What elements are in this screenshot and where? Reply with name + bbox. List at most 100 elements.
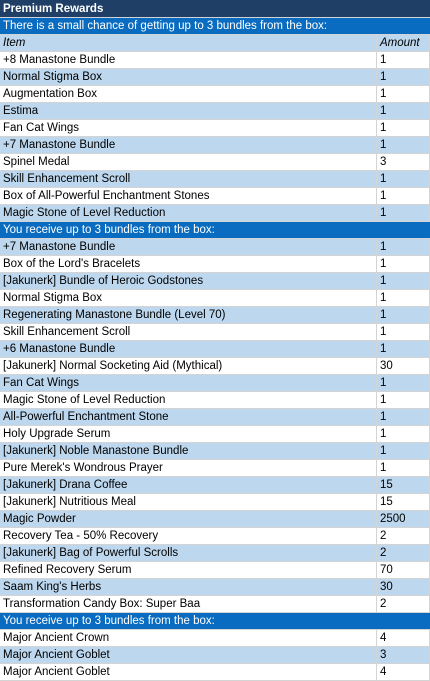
item-amount: 1 (377, 256, 430, 272)
reward-row: Estima 1 (0, 103, 430, 120)
item-name: Major Ancient Goblet (0, 664, 377, 680)
reward-row: Spinel Medal 3 (0, 154, 430, 171)
item-name: Saam King's Herbs (0, 579, 377, 595)
item-amount: 1 (377, 205, 430, 221)
reward-row: Pure Merek's Wondrous Prayer 1 (0, 460, 430, 477)
item-name: Transformation Candy Box: Super Baa (0, 596, 377, 612)
item-name: Skill Enhancement Scroll (0, 324, 377, 340)
reward-row: Magic Powder 2500 (0, 511, 430, 528)
reward-row: Holy Upgrade Serum 1 (0, 426, 430, 443)
section-heading: There is a small chance of getting up to… (0, 18, 430, 35)
reward-row: Box of All-Powerful Enchantment Stones 1 (0, 188, 430, 205)
item-name: Fan Cat Wings (0, 120, 377, 136)
reward-row: +7 Manastone Bundle 1 (0, 137, 430, 154)
reward-row: Saam King's Herbs 30 (0, 579, 430, 596)
reward-row: +7 Manastone Bundle 1 (0, 239, 430, 256)
reward-row: Major Ancient Goblet 4 (0, 664, 430, 681)
item-name: Pure Merek's Wondrous Prayer (0, 460, 377, 476)
item-name: +8 Manastone Bundle (0, 52, 377, 68)
section-heading: You receive up to 3 bundles from the box… (0, 222, 430, 239)
reward-row: Refined Recovery Serum 70 (0, 562, 430, 579)
item-name: [Jakunerk] Drana Coffee (0, 477, 377, 493)
reward-row: Normal Stigma Box 1 (0, 69, 430, 86)
item-name: Recovery Tea - 50% Recovery (0, 528, 377, 544)
item-name: +6 Manastone Bundle (0, 341, 377, 357)
item-name: Holy Upgrade Serum (0, 426, 377, 442)
item-amount: 30 (377, 579, 430, 595)
reward-row: +6 Manastone Bundle 1 (0, 341, 430, 358)
item-amount: 1 (377, 290, 430, 306)
item-name: Box of the Lord's Bracelets (0, 256, 377, 272)
reward-row: Fan Cat Wings 1 (0, 375, 430, 392)
reward-row: Magic Stone of Level Reduction 1 (0, 205, 430, 222)
item-amount: 1 (377, 239, 430, 255)
item-name: Regenerating Manastone Bundle (Level 70) (0, 307, 377, 323)
item-amount: 1 (377, 324, 430, 340)
item-amount: 3 (377, 647, 430, 663)
reward-row: Magic Stone of Level Reduction 1 (0, 392, 430, 409)
reward-row: Skill Enhancement Scroll 1 (0, 171, 430, 188)
item-name: [Jakunerk] Nutritious Meal (0, 494, 377, 510)
item-amount: 3 (377, 154, 430, 170)
table-title: Premium Rewards (0, 0, 430, 18)
reward-row: Regenerating Manastone Bundle (Level 70)… (0, 307, 430, 324)
item-amount: 1 (377, 171, 430, 187)
item-amount: 1 (377, 69, 430, 85)
item-name: +7 Manastone Bundle (0, 239, 377, 255)
item-amount: 1 (377, 443, 430, 459)
item-amount: 1 (377, 103, 430, 119)
item-name: [Jakunerk] Bag of Powerful Scrolls (0, 545, 377, 561)
reward-row: Box of the Lord's Bracelets 1 (0, 256, 430, 273)
item-amount: 15 (377, 494, 430, 510)
item-amount: 1 (377, 137, 430, 153)
item-amount: 1 (377, 273, 430, 289)
item-amount: 1 (377, 120, 430, 136)
item-name: Major Ancient Crown (0, 630, 377, 646)
item-name: Magic Stone of Level Reduction (0, 205, 377, 221)
reward-row: Major Ancient Crown 4 (0, 630, 430, 647)
item-name: Skill Enhancement Scroll (0, 171, 377, 187)
item-name: Magic Stone of Level Reduction (0, 392, 377, 408)
item-amount: 1 (377, 188, 430, 204)
reward-row: Fan Cat Wings 1 (0, 120, 430, 137)
item-amount: 1 (377, 375, 430, 391)
item-name: [Jakunerk] Bundle of Heroic Godstones (0, 273, 377, 289)
item-amount: 2500 (377, 511, 430, 527)
reward-row: Skill Enhancement Scroll 1 (0, 324, 430, 341)
item-name: Normal Stigma Box (0, 69, 377, 85)
reward-row: Augmentation Box 1 (0, 86, 430, 103)
reward-row: [Jakunerk] Nutritious Meal 15 (0, 494, 430, 511)
item-amount: 30 (377, 358, 430, 374)
reward-row: +8 Manastone Bundle 1 (0, 52, 430, 69)
item-amount: 2 (377, 545, 430, 561)
reward-row: [Jakunerk] Bundle of Heroic Godstones 1 (0, 273, 430, 290)
item-amount: 4 (377, 664, 430, 680)
reward-row: Major Ancient Goblet 3 (0, 647, 430, 664)
column-header: Amount (377, 35, 430, 51)
item-name: Augmentation Box (0, 86, 377, 102)
item-name: Box of All-Powerful Enchantment Stones (0, 188, 377, 204)
item-amount: 1 (377, 409, 430, 425)
column-header-row: Item Amount (0, 35, 430, 52)
item-name: Fan Cat Wings (0, 375, 377, 391)
item-name: Spinel Medal (0, 154, 377, 170)
item-name: [Jakunerk] Noble Manastone Bundle (0, 443, 377, 459)
reward-row: All-Powerful Enchantment Stone 1 (0, 409, 430, 426)
reward-row: [Jakunerk] Normal Socketing Aid (Mythica… (0, 358, 430, 375)
item-name: Major Ancient Goblet (0, 647, 377, 663)
reward-row: [Jakunerk] Noble Manastone Bundle 1 (0, 443, 430, 460)
item-amount: 1 (377, 86, 430, 102)
reward-row: [Jakunerk] Bag of Powerful Scrolls 2 (0, 545, 430, 562)
item-name: +7 Manastone Bundle (0, 137, 377, 153)
reward-row: Normal Stigma Box 1 (0, 290, 430, 307)
item-amount: 1 (377, 341, 430, 357)
item-amount: 1 (377, 392, 430, 408)
item-amount: 4 (377, 630, 430, 646)
item-name: All-Powerful Enchantment Stone (0, 409, 377, 425)
reward-row: Recovery Tea - 50% Recovery 2 (0, 528, 430, 545)
item-amount: 1 (377, 426, 430, 442)
section-heading: You receive up to 3 bundles from the box… (0, 613, 430, 630)
item-amount: 1 (377, 52, 430, 68)
item-amount: 15 (377, 477, 430, 493)
